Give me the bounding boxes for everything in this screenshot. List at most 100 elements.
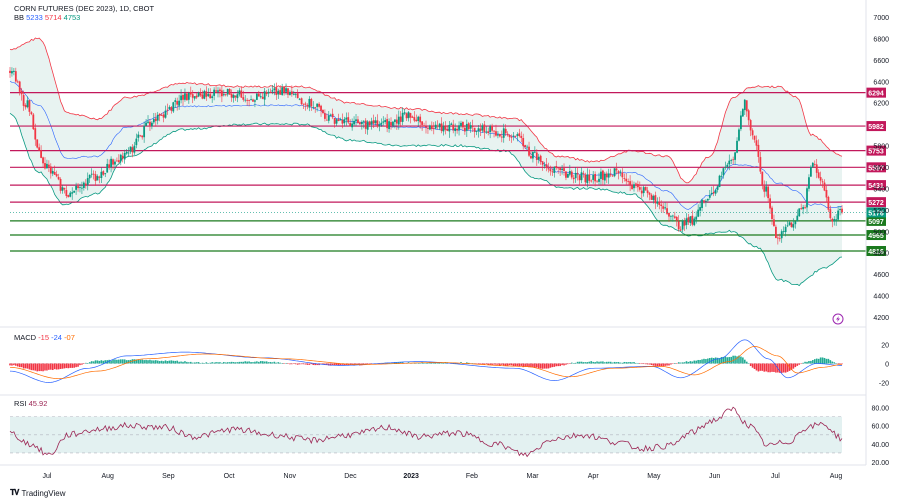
candle-body (234, 95, 237, 98)
macd-histogram-bar (9, 363, 11, 366)
price-pane: 6294 5982 5753 5597 5431 5272 5097 4965 4816 5176 (9, 37, 886, 287)
candle-body (378, 124, 381, 127)
candle-body (506, 133, 509, 136)
candle-body (629, 181, 632, 186)
candle-body (135, 138, 138, 146)
candle-body (438, 123, 441, 128)
bb-legend: BB 5233 5714 4753 (14, 13, 80, 22)
macd-histogram-bar (201, 362, 204, 364)
macd-histogram-bar (501, 363, 503, 365)
candle-body (681, 220, 684, 230)
candle-body (287, 88, 289, 95)
macd-histogram-bar (504, 363, 507, 366)
candle-body (714, 190, 717, 194)
macd-histogram-bar (592, 361, 594, 364)
price-tick-label: 5400 (873, 186, 889, 193)
candle-body (145, 122, 147, 126)
candle-body (504, 128, 507, 134)
macd-tick-label: 20 (881, 343, 889, 350)
macd-histogram-bar (145, 359, 147, 364)
macd-histogram-bar (197, 362, 200, 364)
macd-histogram-bar (802, 362, 804, 364)
candle-body (784, 226, 787, 233)
candle-body (147, 121, 149, 123)
candle-body (355, 119, 357, 122)
candle-body (817, 172, 820, 178)
macd-histogram-bar (38, 363, 40, 372)
candle-body (804, 207, 806, 209)
candle-body (312, 106, 315, 108)
chart-title: CORN FUTURES (DEC 2023), 1D, CBOT (14, 4, 155, 13)
macd-histogram-bar (714, 357, 717, 364)
candle-body (477, 128, 480, 132)
macd-histogram-bar (530, 363, 532, 368)
candle-body (133, 145, 136, 153)
candle-body (411, 116, 414, 118)
candle-body (644, 186, 647, 191)
macd-histogram-bar (388, 363, 390, 364)
macd-histogram-bar (26, 363, 29, 369)
candle-body (479, 128, 482, 131)
macd-histogram-bar (223, 361, 225, 364)
candle-body (279, 90, 282, 95)
macd-histogram-bar (623, 361, 626, 364)
candle-body (201, 94, 204, 99)
candle-body (143, 126, 146, 138)
candle-body (65, 190, 68, 196)
candle-body (290, 91, 293, 95)
candle-body (670, 215, 672, 217)
macd-histogram-bar (258, 361, 260, 364)
macd-histogram-bar (833, 362, 836, 364)
macd-histogram-bar (716, 357, 719, 364)
level-label-5272: 5272 (868, 200, 884, 207)
macd-histogram-bar (293, 363, 295, 364)
candle-body (343, 119, 346, 124)
candle-body (831, 218, 834, 222)
macd-histogram-bar (607, 361, 610, 364)
macd-histogram-bar (221, 362, 223, 364)
candle-body (252, 99, 254, 102)
candle-body (533, 151, 536, 153)
macd-histogram-bar (578, 361, 581, 364)
macd-histogram-bar (51, 363, 54, 371)
candle-body (594, 173, 597, 182)
macd-histogram-bar (13, 363, 15, 366)
macd-line-value: -24 (51, 333, 62, 342)
macd-histogram-bar (250, 362, 252, 364)
macd-histogram-bar (516, 363, 519, 366)
candle-body (325, 119, 328, 121)
macd-histogram-bar (749, 363, 752, 367)
macd-histogram-bar (236, 362, 239, 364)
candle-body (92, 173, 95, 175)
candle-body (683, 221, 686, 226)
macd-histogram-bar (75, 363, 77, 368)
candle-body (551, 171, 554, 173)
candle-body (841, 208, 843, 213)
candle-body (209, 94, 212, 99)
candle-body (374, 120, 377, 124)
candle-body (549, 169, 552, 172)
macd-histogram-bar (761, 363, 764, 371)
candle-body (543, 165, 546, 167)
macd-histogram-bar (574, 362, 577, 364)
candle-body (747, 110, 750, 121)
macd-histogram-bar (18, 363, 21, 368)
candle-body (40, 150, 43, 158)
candle-body (265, 91, 268, 95)
candle-body (689, 216, 692, 223)
candle-body (668, 212, 670, 217)
price-tick-label: 6400 (873, 79, 889, 86)
candle-body (320, 105, 322, 111)
candle-body (806, 188, 808, 208)
macd-histogram-bar (471, 363, 474, 364)
candle-body (741, 109, 744, 117)
macd-histogram-bar (753, 363, 756, 370)
candle-body (370, 121, 373, 125)
macd-histogram-bar (565, 363, 567, 365)
candle-body (24, 105, 27, 108)
macd-histogram-bar (73, 363, 75, 368)
candle-body (401, 112, 404, 122)
candle-body (648, 192, 651, 195)
macd-histogram-bar (475, 363, 478, 364)
candle-body (32, 114, 35, 130)
